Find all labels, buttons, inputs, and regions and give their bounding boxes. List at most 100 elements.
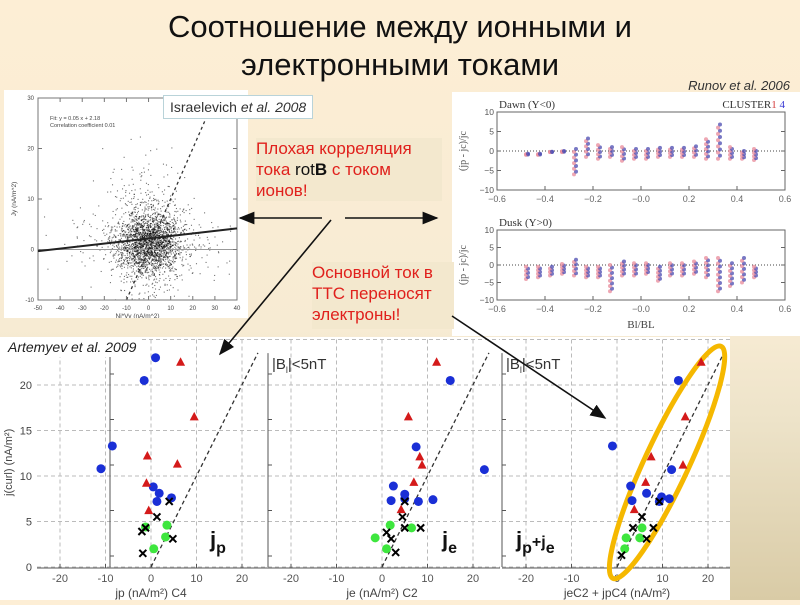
scatter-point bbox=[144, 240, 146, 242]
scatter-point bbox=[153, 238, 155, 240]
scatter-point bbox=[165, 267, 167, 269]
scatter-point bbox=[115, 261, 117, 263]
scatter-point bbox=[146, 268, 148, 270]
scatter-point bbox=[148, 252, 150, 254]
scatter-point bbox=[109, 282, 112, 284]
point-cluster4 bbox=[574, 257, 578, 262]
scatter-point bbox=[131, 220, 133, 222]
scatter-point bbox=[159, 235, 161, 237]
scatter-point bbox=[152, 228, 154, 231]
scatter-point bbox=[146, 229, 148, 231]
scatter-point bbox=[163, 245, 165, 247]
scatter-point bbox=[168, 216, 170, 218]
scatter-point bbox=[107, 226, 109, 228]
scatter-point bbox=[133, 197, 135, 200]
scatter-point bbox=[138, 232, 140, 234]
scatter-point bbox=[139, 237, 141, 239]
scatter-point bbox=[173, 228, 175, 230]
scatter-point bbox=[140, 219, 142, 221]
israelevich-panel: -50 -40 -30 -20 -10 0 10 20 30 40 -10 0 10 20 30 Ni*Vy … bbox=[4, 90, 248, 320]
scatter-point bbox=[132, 228, 134, 230]
scatter-point bbox=[141, 254, 143, 256]
scatter-point bbox=[137, 270, 139, 272]
scatter-point bbox=[152, 258, 154, 260]
scatter-point bbox=[191, 272, 193, 274]
scatter-point bbox=[158, 257, 161, 259]
scatter-point bbox=[158, 227, 160, 229]
scatter-point bbox=[154, 216, 156, 218]
scatter-point bbox=[120, 258, 123, 260]
scatter-point bbox=[167, 244, 169, 246]
point-blue bbox=[388, 481, 398, 491]
scatter-point bbox=[154, 258, 156, 260]
scatter-point bbox=[149, 219, 151, 221]
scatter-point bbox=[131, 198, 133, 200]
scatter-point bbox=[156, 148, 158, 150]
scatter-point bbox=[167, 253, 170, 255]
scatter-point bbox=[146, 269, 148, 271]
scatter-point bbox=[137, 278, 139, 280]
scatter-point bbox=[153, 217, 155, 220]
scatter-point bbox=[141, 259, 143, 261]
scatter-point bbox=[207, 266, 209, 268]
scatter-point bbox=[131, 235, 133, 237]
scatter-point bbox=[172, 266, 174, 268]
scatter-point bbox=[162, 232, 164, 234]
scatter-point bbox=[170, 262, 172, 265]
scatter-point bbox=[142, 221, 144, 223]
scatter-point bbox=[142, 198, 144, 200]
scatter-point bbox=[154, 260, 156, 262]
scatter-point bbox=[141, 261, 143, 263]
scatter-point bbox=[120, 280, 122, 282]
note1-line2: тока rotB с током bbox=[256, 159, 442, 180]
scatter-point bbox=[164, 283, 166, 285]
scatter-point bbox=[148, 227, 150, 229]
scatter-point bbox=[156, 252, 159, 254]
scatter-point bbox=[141, 172, 143, 174]
scatter-point bbox=[136, 266, 138, 268]
point-cluster1 bbox=[572, 149, 576, 154]
scatter-point bbox=[229, 260, 231, 262]
scatter-point bbox=[160, 251, 162, 253]
scatter-point bbox=[195, 249, 197, 251]
scatter-point bbox=[147, 229, 149, 231]
scatter-point bbox=[126, 235, 128, 237]
point-blue bbox=[445, 375, 455, 385]
scatter-point bbox=[110, 229, 112, 231]
scatter-point bbox=[205, 261, 207, 263]
y-tick-label: 0 bbox=[489, 260, 494, 270]
scatter-point bbox=[155, 198, 157, 200]
scatter-point bbox=[218, 252, 220, 254]
scatter-point bbox=[127, 200, 129, 202]
scatter-point bbox=[134, 233, 136, 235]
scatter-point bbox=[154, 262, 156, 264]
scatter-point bbox=[198, 244, 200, 246]
scatter-point bbox=[173, 256, 175, 258]
scatter-point bbox=[184, 239, 186, 242]
scatter-point bbox=[163, 250, 165, 252]
scatter-point bbox=[126, 260, 128, 262]
scatter-point bbox=[129, 226, 131, 228]
point-cluster4 bbox=[646, 147, 650, 152]
scatter-point bbox=[90, 226, 92, 228]
scatter-point bbox=[140, 251, 142, 253]
scatter-point bbox=[162, 163, 165, 165]
scatter-point bbox=[130, 231, 132, 233]
scatter-point bbox=[156, 266, 158, 268]
scatter-point bbox=[159, 240, 161, 242]
scatter-point bbox=[174, 220, 176, 222]
scatter-point bbox=[147, 272, 149, 274]
scatter-point bbox=[167, 252, 169, 254]
scatter-point bbox=[154, 288, 157, 290]
scatter-point bbox=[147, 266, 149, 268]
scatter-point bbox=[155, 259, 157, 261]
scatter-point bbox=[152, 220, 154, 222]
scatter-point bbox=[128, 273, 130, 276]
point-cluster4 bbox=[658, 264, 662, 269]
scatter-point bbox=[149, 243, 151, 245]
scatter-point bbox=[169, 251, 171, 253]
scatter-point bbox=[139, 235, 141, 237]
scatter-point bbox=[155, 260, 157, 262]
scatter-point bbox=[139, 257, 141, 259]
scatter-point bbox=[146, 259, 148, 261]
